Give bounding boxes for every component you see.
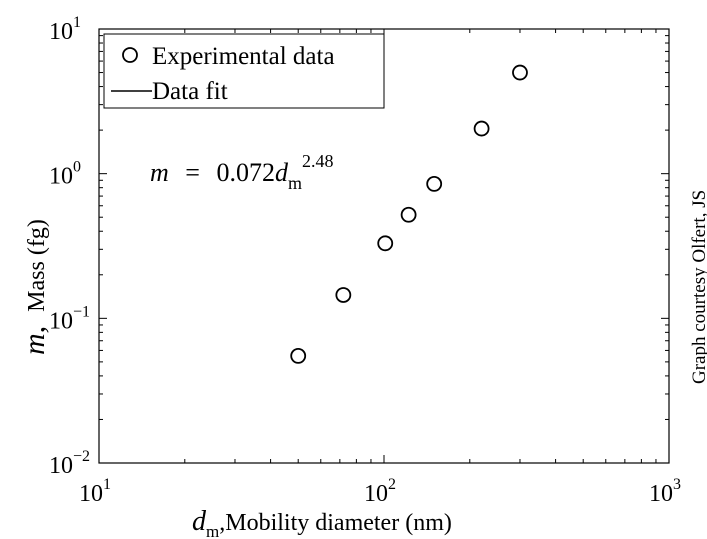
legend-label-experimental: Experimental data — [152, 43, 335, 70]
legend: Experimental data Data fit — [103, 33, 385, 109]
data-point — [290, 347, 307, 364]
series-layer — [290, 64, 528, 364]
legend-label-fit: Data fit — [152, 78, 228, 105]
tick-labels: 101 102 103 10−2 10−1 100 101 — [49, 14, 681, 507]
axis-ticks — [98, 29, 669, 464]
y-tick-label: 10−2 — [49, 448, 90, 479]
x-tick-label: 102 — [364, 476, 396, 507]
data-point — [473, 120, 490, 137]
legend-box — [103, 33, 385, 109]
data-point — [426, 175, 443, 192]
y-tick-label: 10−1 — [49, 303, 90, 334]
data-point — [400, 206, 417, 223]
data-point — [512, 64, 528, 81]
x-tick-label: 101 — [79, 476, 111, 507]
credit-text: Graph courtesy Olfert, JS — [689, 190, 707, 384]
data-point — [377, 235, 394, 252]
legend-marker-experimental — [122, 47, 138, 63]
fit-equation: m = 0.072dm2.48 — [150, 151, 333, 193]
y-tick-label: 101 — [49, 14, 81, 45]
y-axis-label: m, Mass (fg) — [18, 219, 51, 355]
x-tick-label: 103 — [649, 476, 681, 507]
y-tick-label: 100 — [49, 159, 81, 190]
x-axis-label: dm,Mobility diameter (nm) — [192, 506, 452, 539]
data-point — [335, 287, 352, 303]
